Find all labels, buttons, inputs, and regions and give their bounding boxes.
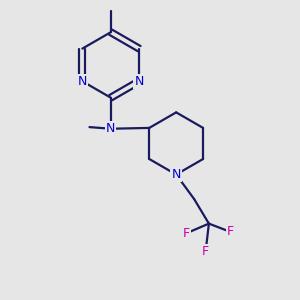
Text: F: F [182,227,190,240]
Text: F: F [202,245,209,258]
Text: N: N [172,168,181,181]
Text: N: N [78,75,87,88]
Text: N: N [134,75,144,88]
Text: F: F [226,225,234,238]
Text: N: N [106,122,116,135]
